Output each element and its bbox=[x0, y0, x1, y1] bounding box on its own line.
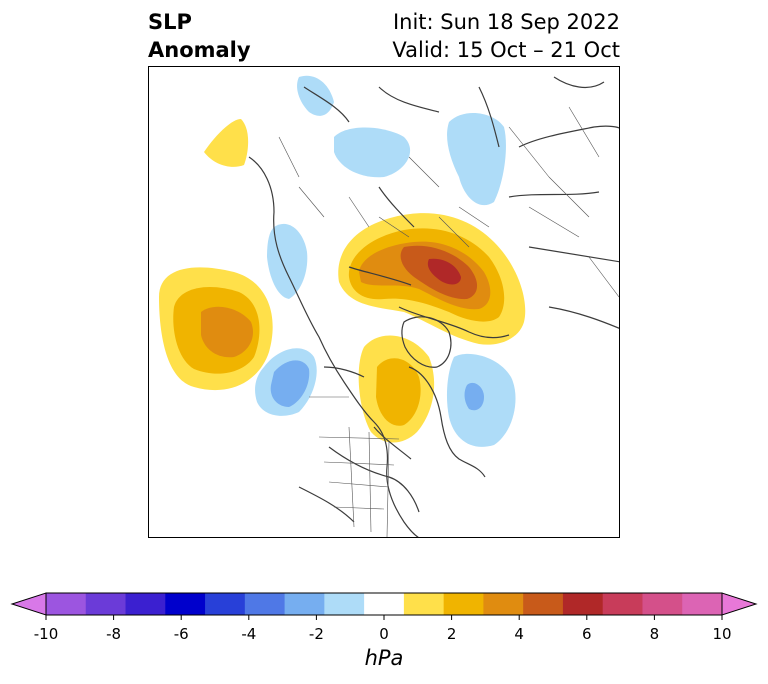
colorbar-tick-label: 2 bbox=[447, 625, 457, 643]
colorbar-tick-label: 6 bbox=[582, 625, 592, 643]
colorbar-swatch bbox=[642, 593, 683, 615]
map-panel bbox=[148, 66, 620, 538]
colorbar-swatch bbox=[205, 593, 246, 615]
colorbar-swatch bbox=[602, 593, 643, 615]
country-borders bbox=[278, 106, 619, 537]
colorbar-swatch bbox=[324, 593, 365, 615]
coastlines bbox=[248, 76, 619, 537]
map-title: SLP Anomaly bbox=[148, 8, 251, 64]
pacific-high-anomaly bbox=[159, 267, 273, 391]
hudson-high-anomaly bbox=[358, 335, 435, 443]
colorbar-swatch bbox=[125, 593, 166, 615]
colorbar-tick-label: 10 bbox=[712, 625, 731, 643]
colorbar-swatch bbox=[244, 593, 286, 615]
title-field: Anomaly bbox=[148, 38, 251, 62]
colorbar-unit: hPa bbox=[364, 646, 404, 670]
alaska-high-anomaly bbox=[204, 119, 249, 167]
colorbar-extend-high bbox=[721, 592, 758, 616]
colorbar-swatch bbox=[403, 593, 445, 615]
colorbar-tick-label: -10 bbox=[34, 625, 59, 643]
colorbar-swatch bbox=[46, 593, 87, 615]
colorbar-swatch bbox=[682, 593, 723, 615]
title-variable: SLP bbox=[148, 10, 192, 34]
negative-anomalies bbox=[255, 75, 516, 447]
colorbar-swatch bbox=[443, 593, 484, 615]
colorbar-tick-label: -4 bbox=[241, 625, 256, 643]
colorbar-swatch bbox=[483, 593, 524, 615]
init-date: Init: Sun 18 Sep 2022 bbox=[392, 10, 620, 34]
eurasia-high-anomaly bbox=[338, 213, 526, 345]
valid-range: Valid: 15 Oct – 21 Oct bbox=[392, 38, 620, 62]
map-dates: Init: Sun 18 Sep 2022 Valid: 15 Oct – 21… bbox=[392, 8, 620, 64]
colorbar-swatch bbox=[562, 593, 604, 615]
colorbar-swatch bbox=[284, 593, 325, 615]
colorbar-swatch bbox=[85, 593, 127, 615]
colorbar-swatches bbox=[10, 592, 758, 616]
colorbar: -10 -8 -6 -4 -2 0 2 4 6 8 10 bbox=[10, 592, 758, 643]
colorbar-ticks: -10 -8 -6 -4 -2 0 2 4 6 8 10 bbox=[34, 615, 732, 643]
colorbar-extend-low bbox=[10, 592, 47, 616]
colorbar-swatch bbox=[523, 593, 564, 615]
colorbar-swatch bbox=[364, 593, 405, 615]
colorbar-tick-label: 8 bbox=[650, 625, 660, 643]
anomaly-map bbox=[159, 75, 619, 537]
greenland bbox=[401, 316, 452, 368]
colorbar-tick-label: -6 bbox=[174, 625, 189, 643]
colorbar-tick-label: -8 bbox=[106, 625, 121, 643]
colorbar-tick-label: 4 bbox=[514, 625, 524, 643]
colorbar-tick-label: 0 bbox=[379, 625, 389, 643]
colorbar-swatch bbox=[165, 593, 206, 615]
colorbar-tick-label: -2 bbox=[309, 625, 324, 643]
